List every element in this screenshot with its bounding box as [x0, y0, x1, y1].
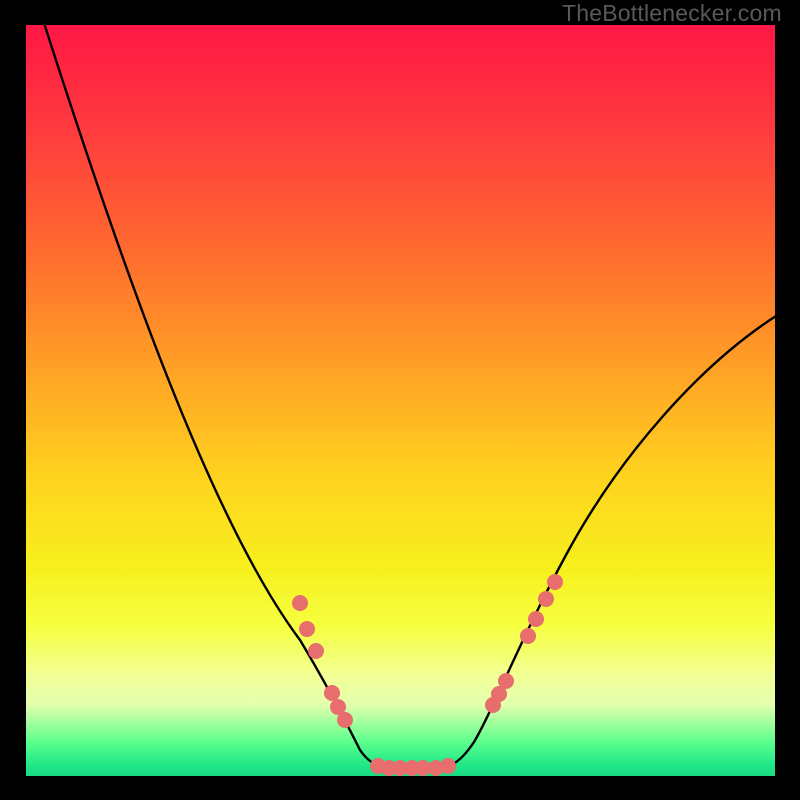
- watermark-text: TheBottlenecker.com: [562, 0, 782, 27]
- data-marker: [498, 673, 514, 689]
- frame-right: [775, 0, 800, 800]
- gradient-background: [26, 25, 775, 776]
- frame-bottom: [0, 776, 800, 800]
- data-marker: [299, 621, 315, 637]
- data-marker: [308, 643, 324, 659]
- data-marker: [538, 591, 554, 607]
- data-marker: [520, 628, 536, 644]
- data-marker: [528, 611, 544, 627]
- data-marker: [292, 595, 308, 611]
- frame-left: [0, 0, 26, 800]
- data-marker: [547, 574, 563, 590]
- data-marker: [440, 758, 456, 774]
- chart-root: TheBottlenecker.com: [0, 0, 800, 800]
- data-marker: [337, 712, 353, 728]
